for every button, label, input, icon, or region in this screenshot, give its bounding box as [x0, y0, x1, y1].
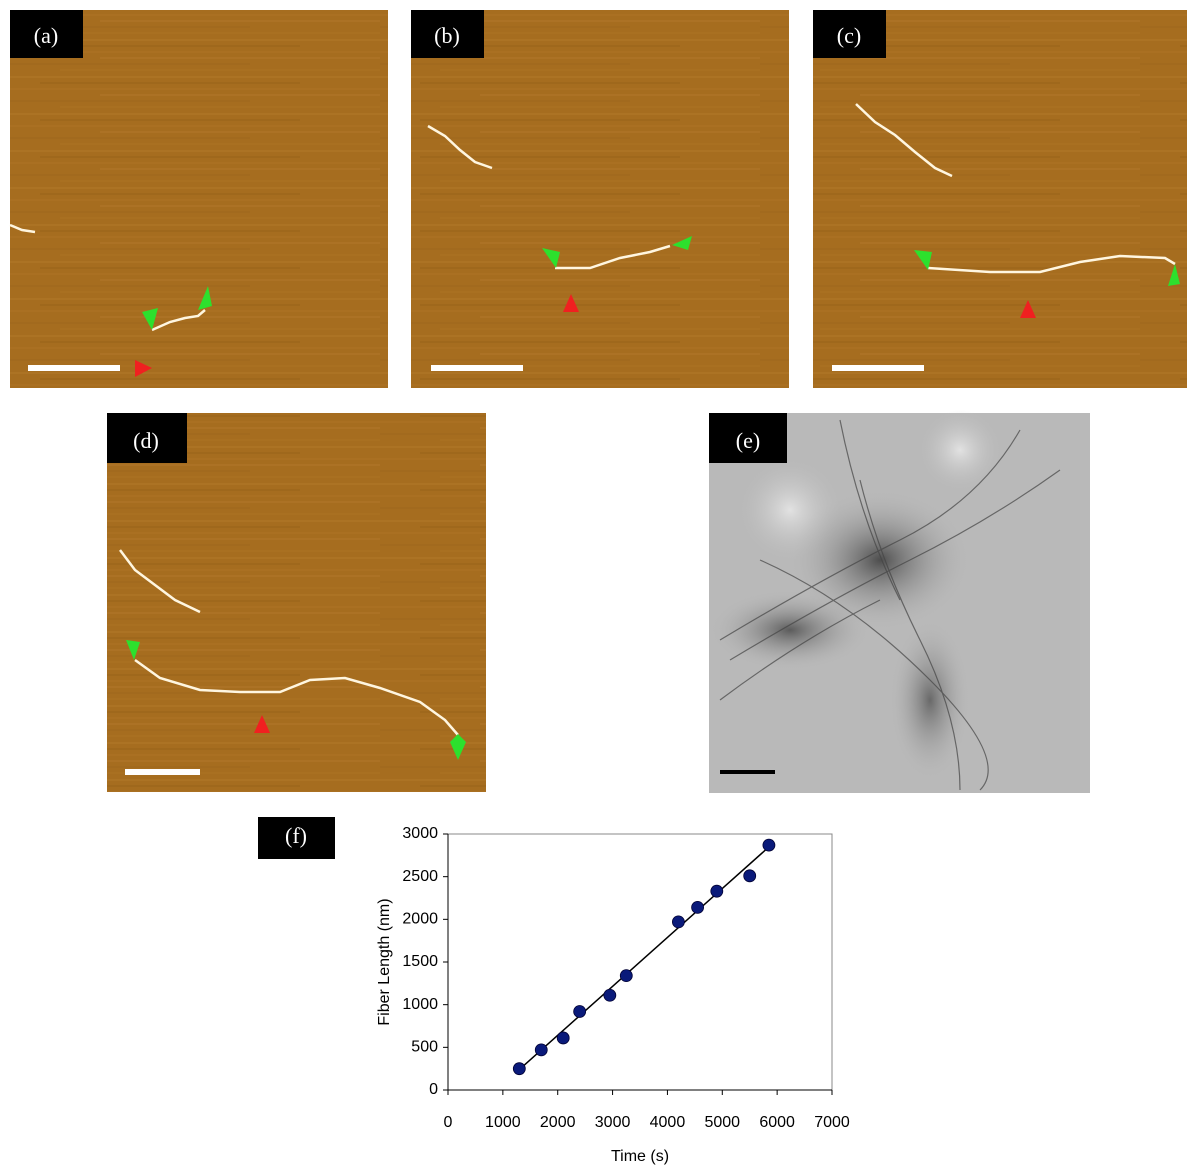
y-axis-label: Fiber Length (nm) — [376, 898, 393, 1025]
panel-d: (d) — [107, 413, 486, 792]
data-point — [604, 989, 616, 1001]
y-tick-label: 1000 — [402, 996, 438, 1013]
y-tick-label: 2000 — [402, 911, 438, 928]
data-point — [574, 1005, 586, 1017]
panel-c: (c) — [813, 10, 1187, 388]
afm-image — [813, 10, 1187, 388]
data-point — [513, 1063, 525, 1075]
data-point — [672, 916, 684, 928]
scale-bar — [832, 365, 924, 371]
panel-label: (c) — [837, 23, 861, 48]
x-tick-label: 4000 — [650, 1114, 686, 1131]
scale-bar — [125, 769, 200, 775]
x-tick-label: 5000 — [704, 1114, 740, 1131]
x-tick-label: 7000 — [814, 1114, 850, 1131]
y-tick-label: 1500 — [402, 953, 438, 970]
y-tick-label: 3000 — [402, 825, 438, 842]
scatter-plot: 0 500 1000 1500 2000 2500 3000 0 1000 2000 3000 400… — [376, 825, 850, 1165]
data-point — [535, 1044, 547, 1056]
data-point — [711, 885, 723, 897]
tem-feature — [920, 410, 1000, 490]
x-tick-label: 6000 — [759, 1114, 795, 1131]
scale-bar — [431, 365, 523, 371]
panel-a: (a) — [10, 10, 388, 388]
panel-label: (f) — [285, 823, 307, 848]
y-tick-label: 0 — [429, 1081, 438, 1098]
figure: (a) (b) (c) (d) — [0, 0, 1187, 1170]
panel-label: (e) — [736, 428, 760, 453]
y-tick-label: 2500 — [402, 868, 438, 885]
panel-label: (b) — [434, 23, 460, 48]
panel-label: (a) — [34, 23, 58, 48]
data-point — [692, 901, 704, 913]
data-point — [744, 870, 756, 882]
data-point — [557, 1032, 569, 1044]
data-point — [620, 970, 632, 982]
scale-bar — [28, 365, 120, 371]
x-tick-label: 3000 — [595, 1114, 631, 1131]
panel-b: (b) — [411, 10, 789, 388]
panel-e: (e) — [709, 410, 1090, 793]
x-tick-label: 0 — [444, 1114, 453, 1131]
x-tick-label: 2000 — [540, 1114, 576, 1131]
afm-image — [107, 413, 486, 792]
afm-image — [411, 10, 789, 388]
y-tick-label: 500 — [411, 1039, 438, 1056]
data-point — [763, 839, 775, 851]
x-axis-label: Time (s) — [611, 1148, 669, 1165]
fit-line — [519, 849, 766, 1069]
x-tick-label: 1000 — [485, 1114, 521, 1131]
afm-image — [10, 10, 388, 388]
scale-bar — [720, 770, 775, 774]
panel-label: (d) — [133, 428, 159, 453]
